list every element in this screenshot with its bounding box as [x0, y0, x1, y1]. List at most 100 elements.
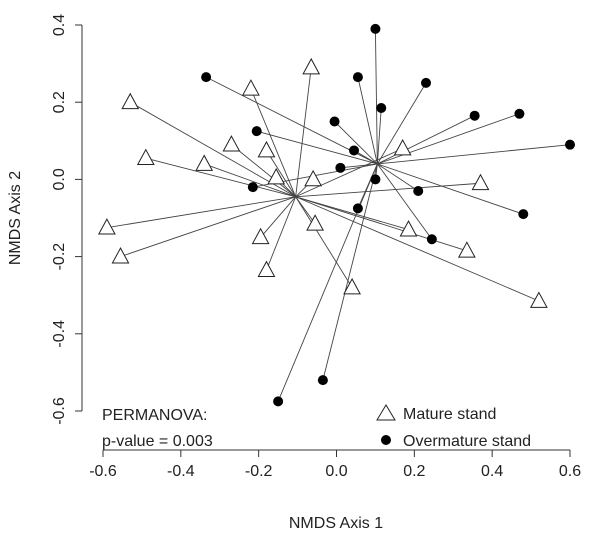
overmature-stand-point [201, 72, 212, 83]
x-axis: -0.6 -0.4 -0.2 0.0 0.2 0.4 0.6 NMDS Axis 1 [89, 449, 581, 532]
x-tick-label: 0.2 [403, 463, 425, 480]
overmature-stand-point [352, 203, 363, 214]
overmature-stand-point [317, 375, 328, 386]
permanova-annotation: PERMANOVA: p-value = 0.003 [102, 407, 213, 450]
y-axis: -0.6 -0.4 -0.2 0.0 0.2 0.4 NMDS Axis 2 [7, 14, 83, 425]
y-tick-label: 0.0 [51, 168, 68, 190]
spoke-line [295, 148, 403, 198]
y-axis-title: NMDS Axis 2 [7, 171, 24, 265]
y-tick-label: 0.4 [51, 14, 68, 36]
legend-circle-icon [381, 435, 391, 445]
overmature-stand-point [251, 126, 262, 137]
mature-stand-point [267, 167, 286, 185]
permanova-title: PERMANOVA: [102, 407, 208, 424]
mature-stand-point [343, 277, 361, 295]
overmature-stand-point [469, 110, 480, 121]
y-tick-label: 0.2 [51, 91, 68, 113]
mature-stand-point [241, 79, 260, 96]
spoke-line [295, 182, 481, 198]
overmature-stand-point [329, 116, 340, 127]
mature-stand-point [121, 92, 140, 110]
x-ticks: -0.6 -0.4 -0.2 0.0 0.2 0.4 0.6 [89, 450, 581, 480]
x-tick-label: 0.4 [481, 463, 503, 480]
spoke-line [266, 196, 297, 271]
spoke-line [295, 196, 353, 288]
mature-stand-point [136, 148, 155, 166]
overmature-stand-point [352, 72, 363, 83]
mature-stand-point [195, 154, 214, 171]
mature-stand-point [257, 260, 276, 277]
mature-stand-point [529, 291, 548, 308]
spoke-line [377, 163, 419, 192]
spoke-line [130, 101, 296, 198]
mature-stand-point [302, 57, 321, 75]
y-tick-label: -0.4 [51, 320, 68, 348]
overmature-stand-point [370, 174, 381, 185]
spoke-line [266, 150, 297, 198]
spoke-line [204, 163, 296, 198]
spoke-line [334, 121, 378, 165]
mature-stand-point [111, 247, 130, 264]
overmature-stand-point [273, 396, 284, 407]
data-points [97, 23, 575, 407]
spoke-line [145, 157, 296, 198]
overmature-stand-point [565, 139, 575, 150]
overmature-stand-point [413, 185, 424, 196]
mature-stand-point [222, 135, 241, 152]
x-tick-label: 0.0 [325, 463, 347, 480]
x-tick-label: -0.4 [167, 463, 195, 480]
spoke-line [106, 196, 296, 229]
spoke-line [377, 163, 524, 215]
legend-label-overmature: Overmature stand [403, 433, 531, 450]
legend: Mature stand Overmature stand [376, 404, 531, 450]
spoke-line [376, 107, 382, 164]
spoke-line [120, 196, 296, 258]
overmature-stand-point [247, 182, 258, 193]
mature-stand-point [399, 220, 418, 237]
mature-stand-point [251, 227, 270, 245]
legend-label-mature: Mature stand [403, 406, 496, 423]
mature-stand-point [257, 140, 276, 158]
centroid-spokes [106, 28, 571, 402]
x-tick-label: -0.2 [245, 463, 273, 480]
spoke-line [357, 77, 378, 165]
spoke-line [376, 82, 427, 165]
mature-stand-point [457, 241, 476, 258]
spoke-line [205, 76, 378, 165]
overmature-stand-point [376, 102, 387, 113]
x-tick-label: -0.6 [89, 463, 117, 480]
spoke-line [376, 163, 433, 240]
spoke-line [277, 163, 378, 402]
y-ticks: -0.6 -0.4 -0.2 0.0 0.2 0.4 [51, 14, 82, 425]
spoke-line [295, 196, 540, 302]
mature-stand-point [97, 218, 116, 235]
spoke-line [250, 88, 297, 197]
spoke-line [295, 67, 312, 197]
spoke-line [377, 113, 520, 165]
y-tick-label: -0.6 [51, 397, 68, 425]
overmature-stand-point [426, 234, 437, 245]
overmature-stand-point [421, 77, 432, 88]
x-axis-title: NMDS Axis 1 [289, 515, 383, 532]
overmature-stand-point [518, 209, 529, 220]
spoke-line [231, 144, 296, 198]
legend-triangle-icon [376, 404, 396, 421]
overmature-stand-point [335, 162, 346, 173]
spoke-line [340, 163, 378, 169]
spoke-line [377, 144, 571, 165]
spoke-line [374, 28, 378, 164]
y-tick-label: -0.2 [51, 243, 68, 271]
mature-stand-point [306, 214, 325, 231]
overmature-stand-point [370, 23, 381, 34]
spoke-line [256, 130, 378, 165]
mature-stand-point [304, 169, 323, 187]
overmature-stand-point [514, 108, 525, 119]
overmature-stand-point [349, 145, 360, 156]
spoke-line [260, 196, 296, 238]
mature-stand-point [471, 173, 490, 191]
spoke-line [377, 115, 475, 165]
permanova-pvalue: p-value = 0.003 [102, 433, 213, 450]
x-tick-label: 0.6 [559, 463, 581, 480]
mature-stand-point [393, 138, 412, 156]
